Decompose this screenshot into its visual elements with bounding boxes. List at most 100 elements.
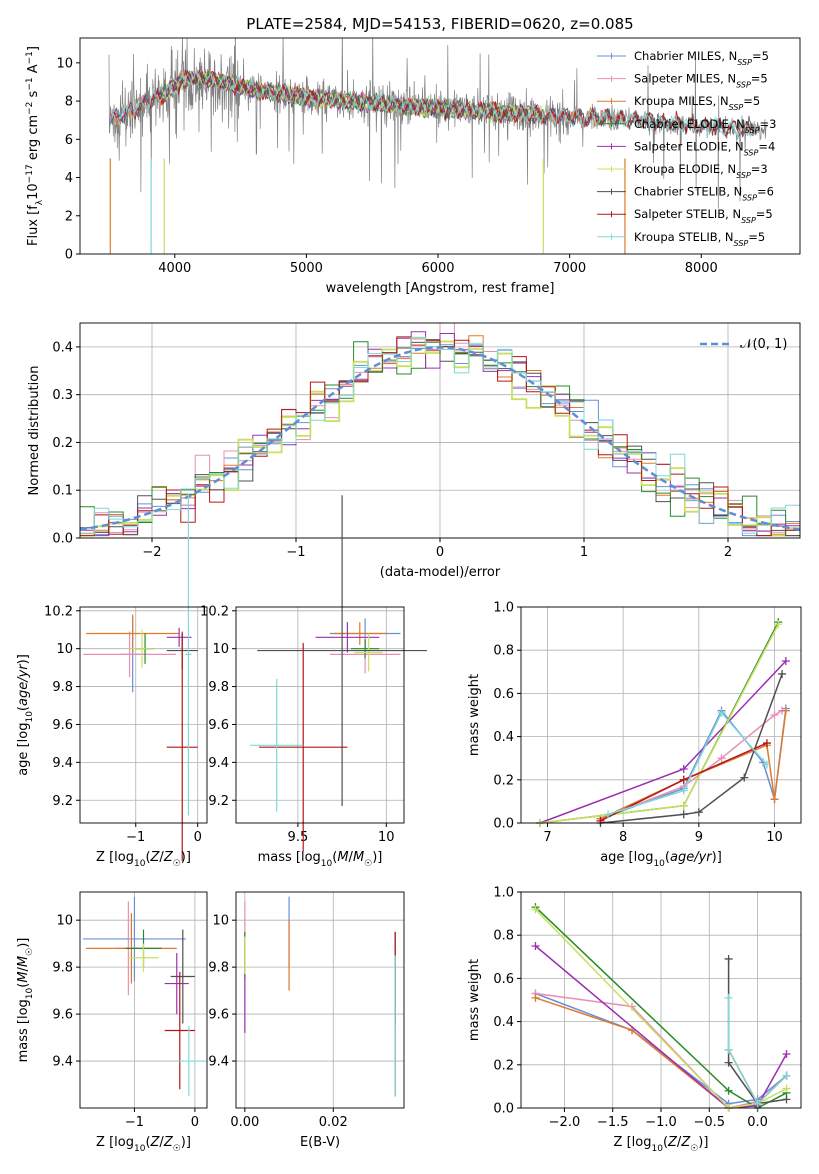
- plot-frame: [79, 37, 801, 255]
- legend-entry: Chabrier ELODIE, NSSP=3: [634, 117, 776, 135]
- axes-age-mass: 9.5 10 9.2 9.4 9.6 9.8 10 10.2 mass [log10(M/M☉)…: [200, 495, 427, 869]
- weight-series-line: [539, 623, 779, 824]
- x-tick-label: 0.0: [747, 1115, 768, 1130]
- weight-point: [724, 1086, 733, 1095]
- legend-entry: Salpeter ELODIE, NSSP=4: [634, 139, 775, 157]
- y-tick-label: 0.4: [493, 1015, 514, 1030]
- x-axis-label: wavelength [Angstrom, rest frame]: [326, 281, 555, 296]
- x-tick-label: 9.5: [288, 830, 309, 845]
- x-tick-label: 0.00: [230, 1115, 259, 1130]
- axes-mass-ebv: 0.00 0.02 9.4 9.6 9.8 10 E(B-V): [208, 891, 405, 1150]
- y-tick-label: 10: [56, 914, 73, 929]
- plot-frame: [79, 606, 208, 824]
- weight-series-line: [539, 660, 787, 824]
- y-tick-label: 9.8: [52, 961, 73, 976]
- x-tick-label: 2: [724, 545, 732, 560]
- x-tick-label: 10: [766, 830, 783, 845]
- spectrum-legend: Chabrier MILES, NSSP=5 Salpeter MILES, NS…: [597, 49, 776, 247]
- y-tick-label: 1.0: [493, 886, 514, 901]
- weight-point: [531, 993, 540, 1002]
- x-tick-label: 4000: [158, 261, 191, 276]
- weight-point: [782, 1050, 791, 1058]
- y-tick-label: 6: [65, 133, 73, 148]
- weight-point: [778, 669, 787, 678]
- spectrum-lines: [108, 38, 768, 254]
- y-tick-label: 9.8: [52, 680, 73, 695]
- y-tick-label: 10: [56, 56, 73, 71]
- y-tick-label: 0.8: [493, 644, 514, 659]
- x-axis-label: age [log10(age/yr)]: [600, 850, 722, 869]
- y-tick-label: 10: [212, 642, 229, 657]
- weight-point: [604, 810, 613, 819]
- x-tick-label: 0.02: [319, 1115, 348, 1130]
- y-axis-label: mass weight: [467, 674, 482, 756]
- x-axis-label: Z [log10(Z/Z☉)]: [96, 850, 191, 869]
- y-axis-label: age [log10(age/yr)]: [16, 654, 35, 776]
- residual-histogram: [80, 339, 800, 537]
- y-tick-label: 0.4: [493, 730, 514, 745]
- weight-series-line: [535, 945, 788, 1109]
- weight-series-line: [535, 992, 758, 1109]
- weight-point: [694, 808, 703, 817]
- y-tick-label: 9.2: [208, 794, 229, 809]
- axes-residuals: −2 −1 0 1 2 0.0 0.1 0.2 0.3 0.4 (data-model)/error…: [27, 322, 801, 580]
- y-tick-label: 0.2: [493, 773, 514, 788]
- weight-point: [679, 786, 688, 795]
- y-tick-label: 10: [212, 914, 229, 929]
- weight-series-line: [539, 621, 779, 824]
- axes-weight-age: 7 8 9 10 0.0 0.2 0.4 0.6 0.8 1.0 age [log10(age/yr…: [467, 601, 802, 869]
- weight-point: [740, 773, 749, 782]
- x-tick-label: −1.5: [597, 1115, 629, 1130]
- weight-point: [762, 760, 771, 769]
- y-tick-label: 0: [65, 248, 73, 263]
- y-tick-label: 0.0: [493, 817, 514, 832]
- weight-series-line: [600, 710, 787, 820]
- y-axis-label: mass [log10(M/M☉)]: [16, 938, 35, 1063]
- y-tick-label: 0.4: [52, 340, 73, 355]
- weight-series-line: [534, 906, 787, 1109]
- y-tick-label: 0.1: [52, 484, 73, 499]
- y-tick-label: 0.0: [493, 1102, 514, 1117]
- weight-point: [724, 993, 733, 1002]
- x-tick-label: 1: [580, 545, 588, 560]
- weight-point: [770, 795, 779, 804]
- legend-entry: Kroupa ELODIE, NSSP=3: [634, 162, 768, 180]
- weight-series-line: [600, 708, 787, 820]
- y-tick-label: 9.4: [52, 1055, 73, 1070]
- x-axis-label: Z [log10(Z/Z☉)]: [614, 1135, 709, 1154]
- y-tick-label: 9.8: [208, 961, 229, 976]
- weight-series-line: [607, 711, 768, 816]
- x-axis-label: Z [log10(Z/Z☉)]: [96, 1135, 191, 1154]
- weight-point: [782, 1071, 791, 1080]
- y-tick-label: 9.6: [208, 718, 229, 733]
- weight-point: [717, 708, 726, 717]
- x-tick-label: 0: [436, 545, 444, 560]
- legend-entry: Salpeter STELIB, NSSP=5: [634, 207, 773, 225]
- y-tick-label: 9.6: [52, 1008, 73, 1023]
- weight-point: [531, 905, 540, 914]
- legend-entry: 𝒩(0, 1): [740, 337, 787, 352]
- x-axis-label: E(B-V): [300, 1135, 340, 1150]
- weight-point: [724, 1058, 733, 1067]
- axes-age-Z: −1 0 9.2 9.4 9.6 9.8 10 10.2 Z [log10(Z/Z☉)] age …: [16, 493, 208, 869]
- model-spectrum: [111, 69, 755, 138]
- plot-frame: [79, 322, 801, 539]
- y-tick-label: 0.2: [493, 1058, 514, 1073]
- x-tick-label: 9: [695, 830, 703, 845]
- weight-point: [782, 1084, 791, 1093]
- weight-series-line: [600, 710, 783, 820]
- plot-frame: [235, 606, 405, 824]
- y-tick-label: 4: [65, 171, 73, 186]
- x-tick-label: 6000: [421, 261, 454, 276]
- y-tick-label: 9.4: [208, 1055, 229, 1070]
- y-tick-label: 9.8: [208, 680, 229, 695]
- y-tick-label: 1.0: [493, 601, 514, 616]
- x-tick-label: 7000: [553, 261, 586, 276]
- y-tick-label: 9.4: [208, 756, 229, 771]
- legend-entry: Chabrier STELIB, NSSP=6: [634, 185, 774, 203]
- y-tick-label: 8: [65, 95, 73, 110]
- weight-point: [679, 801, 688, 810]
- weight-series-line: [534, 908, 787, 1109]
- y-axis-label: Normed distribution: [27, 366, 42, 496]
